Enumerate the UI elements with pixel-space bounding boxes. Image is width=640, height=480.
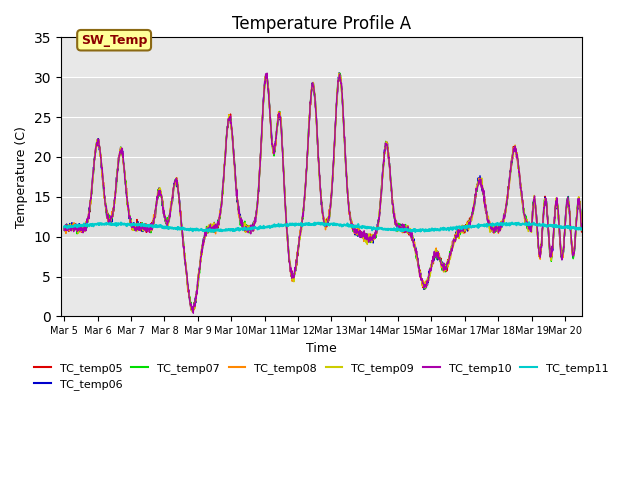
- TC_temp10: [263, 70, 271, 76]
- TC_temp05: [536, 254, 544, 260]
- TC_temp06: [536, 253, 544, 259]
- TC_temp07: [317, 196, 325, 202]
- TC_temp10: [308, 88, 316, 94]
- TC_temp10: [60, 228, 68, 233]
- TC_temp07: [189, 309, 196, 314]
- TC_temp08: [307, 87, 315, 93]
- Line: TC_temp10: TC_temp10: [64, 73, 598, 313]
- TC_temp05: [60, 225, 68, 230]
- TC_temp09: [335, 71, 343, 76]
- Y-axis label: Temperature (C): Temperature (C): [15, 126, 28, 228]
- TC_temp11: [307, 221, 315, 227]
- TC_temp07: [307, 90, 315, 96]
- Title: Temperature Profile A: Temperature Profile A: [232, 15, 411, 33]
- TC_temp09: [536, 247, 544, 253]
- TC_temp06: [317, 202, 325, 207]
- TC_temp07: [60, 228, 68, 233]
- TC_temp05: [308, 87, 316, 93]
- TC_temp08: [335, 72, 343, 78]
- TC_temp05: [263, 72, 271, 77]
- TC_temp06: [458, 229, 465, 235]
- TC_temp09: [307, 92, 315, 97]
- TC_temp06: [595, 226, 602, 231]
- TC_temp11: [458, 226, 465, 232]
- TC_temp08: [595, 226, 602, 232]
- TC_temp08: [189, 308, 197, 313]
- TC_temp11: [595, 227, 602, 233]
- TC_temp10: [144, 226, 152, 231]
- TC_temp09: [317, 198, 325, 204]
- TC_temp06: [307, 88, 315, 94]
- TC_temp07: [595, 226, 602, 231]
- TC_temp11: [210, 229, 218, 235]
- X-axis label: Time: Time: [306, 342, 337, 355]
- Line: TC_temp11: TC_temp11: [64, 222, 598, 232]
- TC_temp06: [335, 70, 343, 76]
- Line: TC_temp08: TC_temp08: [64, 75, 598, 311]
- TC_temp10: [536, 251, 544, 256]
- TC_temp09: [458, 230, 465, 236]
- TC_temp07: [144, 226, 152, 231]
- TC_temp08: [144, 223, 152, 229]
- TC_temp07: [336, 70, 344, 76]
- TC_temp07: [458, 227, 465, 232]
- TC_temp05: [458, 228, 465, 233]
- TC_temp11: [144, 223, 152, 229]
- Legend: TC_temp05, TC_temp06, TC_temp07, TC_temp08, TC_temp09, TC_temp10, TC_temp11: TC_temp05, TC_temp06, TC_temp07, TC_temp…: [30, 359, 612, 395]
- TC_temp08: [536, 251, 544, 256]
- TC_temp08: [588, 229, 596, 235]
- Line: TC_temp05: TC_temp05: [64, 74, 598, 312]
- TC_temp10: [189, 310, 197, 316]
- TC_temp11: [525, 219, 533, 225]
- TC_temp09: [588, 225, 596, 231]
- TC_temp06: [144, 226, 152, 231]
- Line: TC_temp07: TC_temp07: [64, 73, 598, 312]
- TC_temp11: [317, 220, 325, 226]
- TC_temp06: [60, 225, 68, 231]
- TC_temp05: [189, 309, 196, 314]
- TC_temp05: [318, 205, 326, 211]
- TC_temp11: [536, 222, 544, 228]
- TC_temp10: [595, 227, 602, 232]
- TC_temp11: [588, 228, 596, 233]
- TC_temp06: [588, 226, 596, 232]
- TC_temp05: [588, 226, 596, 232]
- TC_temp05: [595, 229, 602, 235]
- TC_temp07: [588, 229, 596, 235]
- TC_temp08: [317, 197, 325, 203]
- TC_temp11: [60, 224, 68, 230]
- Text: SW_Temp: SW_Temp: [81, 34, 147, 47]
- Line: TC_temp09: TC_temp09: [64, 73, 598, 312]
- TC_temp08: [458, 227, 465, 232]
- Line: TC_temp06: TC_temp06: [64, 73, 598, 311]
- TC_temp08: [60, 226, 68, 231]
- TC_temp09: [595, 226, 602, 231]
- TC_temp06: [189, 308, 197, 314]
- Bar: [61, 77, 582, 237]
- TC_temp05: [144, 228, 152, 233]
- TC_temp09: [60, 225, 68, 230]
- TC_temp07: [536, 248, 544, 254]
- TC_temp10: [588, 225, 596, 231]
- TC_temp10: [458, 228, 465, 234]
- TC_temp10: [318, 202, 326, 207]
- TC_temp09: [144, 223, 152, 229]
- TC_temp09: [189, 309, 197, 315]
